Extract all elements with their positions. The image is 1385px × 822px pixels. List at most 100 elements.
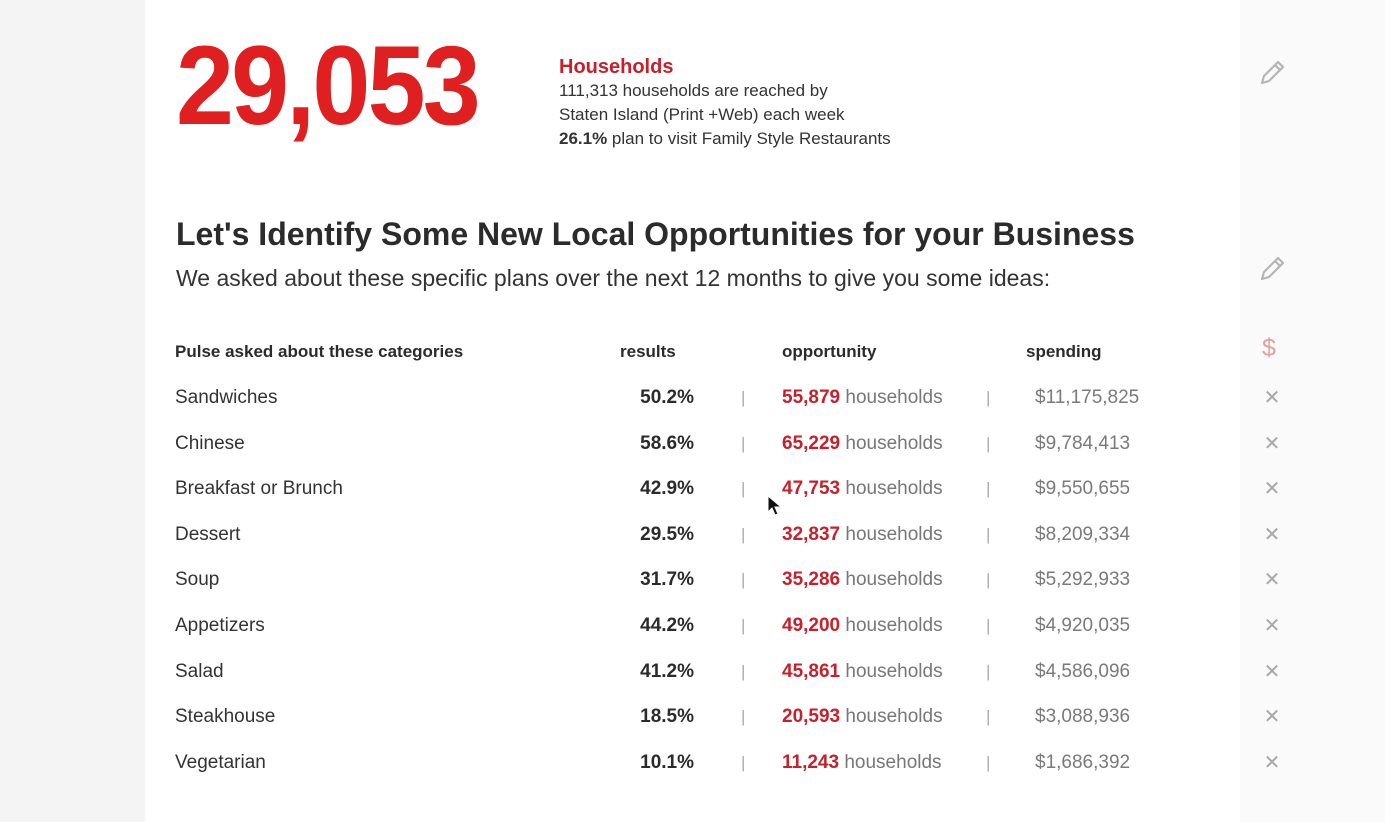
- opportunity-value: 47,753 households: [782, 474, 943, 504]
- spending-value: $4,920,035: [1035, 615, 1131, 636]
- opportunity-unit: households: [845, 569, 943, 590]
- category-name: Appetizers: [175, 615, 265, 636]
- opportunity-count: 35,286: [782, 569, 841, 590]
- section-subhead: We asked about these specific plans over…: [176, 265, 1051, 291]
- close-icon[interactable]: ✕: [1263, 706, 1281, 728]
- column-separator: |: [986, 753, 991, 772]
- close-icon[interactable]: ✕: [1263, 569, 1281, 591]
- column-separator: |: [741, 753, 746, 772]
- result-percent: 18.5%: [640, 706, 694, 727]
- close-icon[interactable]: ✕: [1263, 478, 1281, 500]
- opportunity-unit: households: [845, 706, 943, 727]
- households-summary: Households 111,313 households are reache…: [559, 55, 891, 151]
- close-icon[interactable]: ✕: [1263, 387, 1281, 409]
- opportunity-value: 20,593 households: [782, 702, 943, 732]
- dollar-icon[interactable]: $: [1262, 334, 1276, 362]
- opportunity-count: 11,243: [782, 752, 840, 773]
- households-title: Households: [559, 56, 674, 78]
- column-separator: |: [986, 388, 991, 407]
- category-name: Dessert: [175, 524, 241, 545]
- action-sidebar: [1240, 0, 1385, 822]
- column-separator: |: [741, 434, 746, 453]
- opportunity-unit: households: [845, 387, 943, 408]
- pencil-icon[interactable]: [1258, 253, 1288, 283]
- category-name: Sandwiches: [175, 387, 278, 408]
- table-row: Chinese 58.6% | 65,229 households | $9,784,41…: [0, 429, 1385, 459]
- opportunity-unit: households: [845, 615, 943, 636]
- opportunity-unit: households: [845, 661, 943, 682]
- opportunity-value: 49,200 households: [782, 611, 943, 641]
- result-percent: 58.6%: [640, 433, 694, 454]
- market-line: Staten Island (Print +Web) each week: [559, 105, 845, 124]
- close-icon[interactable]: ✕: [1263, 661, 1281, 683]
- spending-value: $5,292,933: [1035, 569, 1131, 590]
- table-row: Sandwiches 50.2% | 55,879 households | $11,17…: [0, 383, 1385, 413]
- column-separator: |: [741, 616, 746, 635]
- result-percent: 44.2%: [640, 615, 694, 636]
- plan-line: 26.1% plan to visit Family Style Restaur…: [559, 127, 891, 151]
- column-separator: |: [986, 479, 991, 498]
- spending-value: $3,088,936: [1035, 706, 1131, 727]
- result-percent: 41.2%: [640, 661, 694, 682]
- spending-header: spending: [1026, 342, 1102, 361]
- opportunity-count: 49,200: [782, 615, 841, 636]
- opportunity-value: 55,879 households: [782, 383, 943, 413]
- category-name: Salad: [175, 661, 224, 682]
- section-headline: Let's Identify Some New Local Opportunit…: [176, 216, 1135, 252]
- opportunity-unit: households: [845, 433, 943, 454]
- column-separator: |: [741, 479, 746, 498]
- opportunity-value: 45,861 households: [782, 657, 943, 687]
- opportunity-value: 32,837 households: [782, 520, 943, 550]
- spending-value: $9,784,413: [1035, 433, 1131, 454]
- close-icon[interactable]: ✕: [1263, 615, 1281, 637]
- spending-value: $4,586,096: [1035, 661, 1131, 682]
- category-name: Breakfast or Brunch: [175, 478, 343, 499]
- report-panel: [145, 0, 1240, 822]
- opportunity-count: 65,229: [782, 433, 841, 454]
- spending-value: $9,550,655: [1035, 478, 1131, 499]
- spending-value: $11,175,825: [1035, 387, 1140, 408]
- table-row: Breakfast or Brunch 42.9% | 47,753 househol…: [0, 474, 1385, 504]
- opportunity-value: 35,286 households: [782, 565, 943, 595]
- table-row: Dessert 29.5% | 32,837 households | $8,209,33…: [0, 520, 1385, 550]
- column-separator: |: [986, 525, 991, 544]
- result-percent: 10.1%: [640, 752, 694, 773]
- close-icon[interactable]: ✕: [1263, 752, 1281, 774]
- column-separator: |: [986, 662, 991, 681]
- result-percent: 31.7%: [640, 569, 694, 590]
- close-icon[interactable]: ✕: [1263, 433, 1281, 455]
- opportunity-count: 32,837: [782, 524, 841, 545]
- reach-line: 111,313 households are reached by: [559, 81, 828, 100]
- opportunity-value: 65,229 households: [782, 429, 943, 459]
- category-header: Pulse asked about these categories: [175, 342, 464, 361]
- table-row: Steakhouse 18.5% | 20,593 households | $3,088…: [0, 702, 1385, 732]
- table-row: Appetizers 44.2% | 49,200 households | $4,920…: [0, 611, 1385, 641]
- plan-percent: 26.1%: [559, 129, 608, 148]
- column-separator: |: [741, 570, 746, 589]
- table-row: Soup 31.7% | 35,286 households | $5,292,933 ✕: [0, 565, 1385, 595]
- opportunity-count: 45,861: [782, 661, 841, 682]
- result-percent: 42.9%: [640, 478, 694, 499]
- category-name: Steakhouse: [175, 706, 276, 727]
- spending-value: $1,686,392: [1035, 752, 1131, 773]
- category-name: Vegetarian: [175, 752, 266, 773]
- result-percent: 29.5%: [640, 524, 694, 545]
- column-separator: |: [741, 662, 746, 681]
- pencil-icon[interactable]: [1258, 57, 1288, 87]
- category-name: Soup: [175, 569, 220, 590]
- close-icon[interactable]: ✕: [1263, 524, 1281, 546]
- reach-count: 29,053: [176, 23, 481, 148]
- column-separator: |: [741, 525, 746, 544]
- column-separator: |: [986, 707, 991, 726]
- column-separator: |: [741, 707, 746, 726]
- opportunity-count: 47,753: [782, 478, 841, 499]
- opportunity-unit: households: [845, 478, 943, 499]
- opportunity-header: opportunity: [782, 342, 877, 361]
- opportunity-count: 20,593: [782, 706, 841, 727]
- column-separator: |: [986, 570, 991, 589]
- spending-value: $8,209,334: [1035, 524, 1131, 545]
- table-row: Vegetarian 10.1% | 11,243 households | $1,686…: [0, 748, 1385, 778]
- opportunity-unit: households: [844, 752, 942, 773]
- column-separator: |: [986, 616, 991, 635]
- mouse-cursor-icon: [767, 495, 783, 516]
